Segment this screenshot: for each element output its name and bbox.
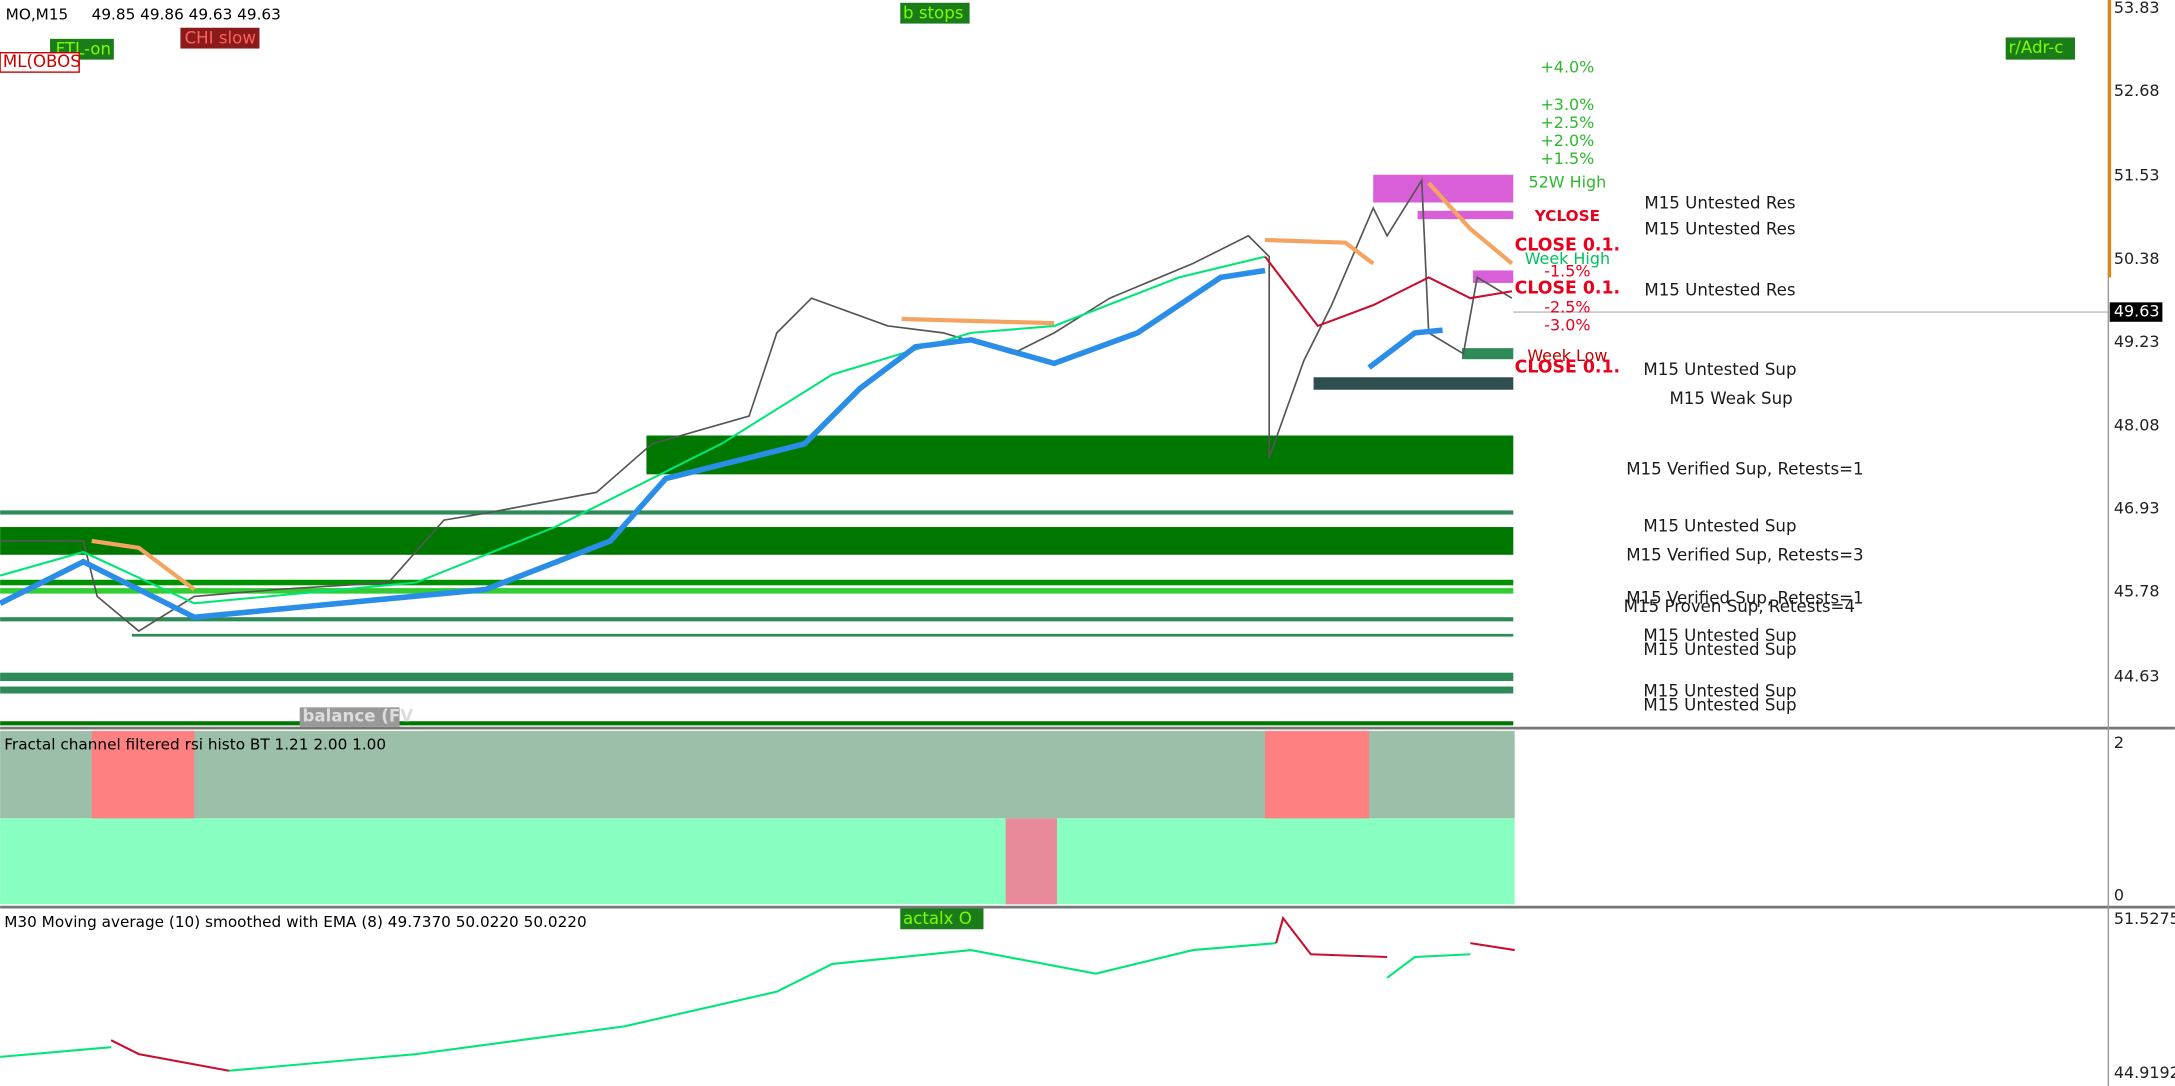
level-label: M15 Untested Sup [1643,360,1796,379]
level-label: M15 Untested Sup [1643,626,1796,645]
badges: FTL-on CHI slow ML(OBOS b stops r/Adr-c … [0,2,2076,727]
level-label: M15 Untested Res [1644,220,1795,239]
price-tick: 49.23 [2114,332,2160,351]
marker: Week Low [1527,346,1607,365]
indicator-tick: 0 [2114,885,2124,904]
price-axis: 53.83 52.68 51.53 50.38 49.23 48.08 46.9… [2109,0,2163,685]
indicator-tick: 44.9192 [2114,1063,2175,1082]
percent-label: +3.0% [1540,95,1594,114]
badge: balance (FV [302,707,413,726]
percent-label: +1.5% [1540,149,1594,168]
level-label: M15 Verified Sup, Retests=3 [1626,546,1863,565]
level-label: M15 Untested Sup [1643,695,1796,714]
current-price: 49.63 [2114,302,2160,321]
price-tick: 51.53 [2114,166,2160,185]
badge-bg [900,908,984,930]
indicator-title: Fractal channel filtered rsi histo BT 1.… [4,735,386,753]
price-tick: 50.38 [2114,249,2160,268]
marker: Week High [1525,249,1610,268]
ohlc: 49.85 49.86 49.63 49.63 [92,6,281,24]
level-label: M15 Untested Sup [1643,682,1796,701]
marker: CLOSE 0.1. [1515,358,1621,378]
level-label: M15 Untested Sup [1643,640,1796,659]
price-tick: 48.08 [2114,415,2160,434]
level-label: M15 Proven Sup, Retests=4 [1624,597,1855,616]
price-lines [0,177,1514,633]
indicator-ma [0,915,1515,1072]
percent-label: -2.5% [1544,297,1590,316]
badge: CHI slow [185,28,256,47]
price-tick: 44.63 [2114,666,2160,685]
badge: actalx O [903,909,972,928]
indicator-tick: 2 [2114,733,2124,752]
markers: 52W High YCLOSE CLOSE 0.1. Week High CLO… [1515,173,1621,378]
price-tick: 53.83 [2114,0,2160,17]
level-label: M15 Verified Sup, Retests=1 [1626,460,1863,479]
badge: b stops [903,3,963,22]
percent-label: +2.5% [1540,113,1594,132]
marker: CLOSE 0.1. [1515,278,1621,298]
indicator-histo: Fractal channel filtered rsi histo BT 1.… [0,730,2124,904]
badge: r/Adr-c [2008,38,2063,57]
percent-label: +4.0% [1540,57,1594,76]
level-label: M15 Verified Sup, Retests=1 [1626,589,1863,608]
percent-label: -3.0% [1544,315,1590,334]
percent-label: -1.5% [1544,261,1590,280]
symbol: MO,M15 [6,6,69,24]
price-tick: 45.78 [2114,582,2160,601]
level-label: M15 Untested Res [1644,193,1795,212]
marker: 52W High [1529,173,1607,192]
zones [0,174,1514,726]
indicator-tick: 51.5275 [2114,909,2175,928]
badge: ML(OBOS [3,52,81,71]
percent-labels: +4.0% +3.0% +2.5% +2.0% +1.5% -1.5% -2.5… [1540,57,1594,334]
marker: CLOSE 0.1. [1515,235,1621,255]
price-tick: 46.93 [2114,499,2160,518]
indicator-title: M30 Moving average (10) smoothed with EM… [4,913,586,931]
level-label: M15 Untested Res [1644,281,1795,300]
percent-label: +2.0% [1540,131,1594,150]
level-labels: M15 Untested Res M15 Untested Res M15 Un… [1624,193,1864,714]
level-label: M15 Weak Sup [1669,389,1792,408]
level-label: M15 Untested Sup [1643,517,1796,536]
marker: YCLOSE [1534,207,1600,225]
price-tick: 52.68 [2114,81,2160,100]
